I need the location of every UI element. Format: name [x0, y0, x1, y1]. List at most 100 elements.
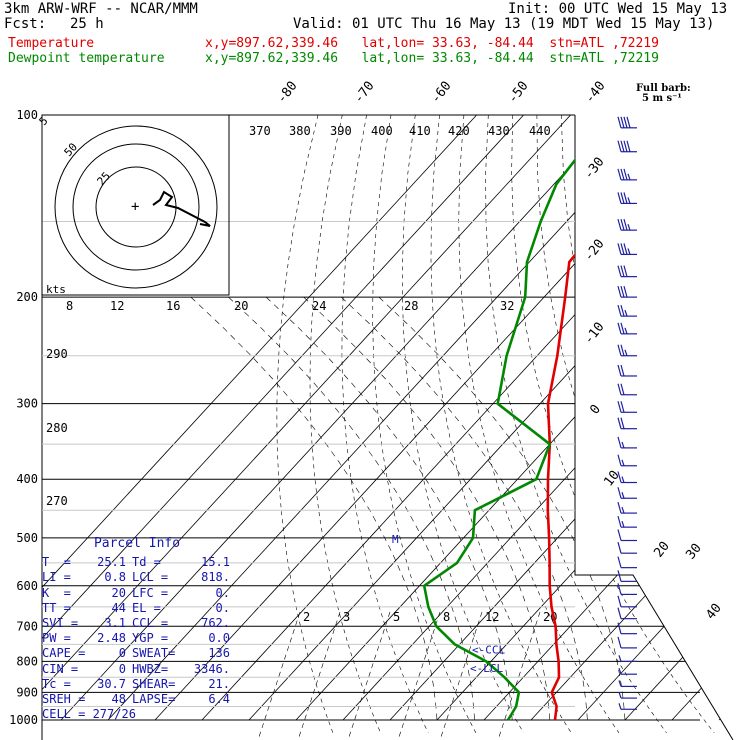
barb-half-tick	[621, 459, 625, 466]
wind-barb	[617, 383, 637, 396]
wind-barb	[618, 680, 637, 688]
wind-barb	[618, 691, 637, 699]
parcel-value: 0.	[215, 600, 230, 615]
model-title: 3km ARW-WRF -- NCAR/MMM	[4, 1, 198, 17]
isobars	[41, 114, 734, 740]
barb-half-tick	[627, 197, 631, 204]
dewpoint-location: x,y=897.62,339.46 lat,lon= 33.63, -84.44…	[205, 51, 659, 66]
parcel-row: CAPE = 0 SWEAT= 136	[42, 646, 232, 661]
parcel-value: 0.0	[208, 631, 230, 646]
barb-half-tick	[621, 492, 625, 499]
hodo-y-tick: 410	[409, 124, 431, 138]
barb-full-tick	[620, 192, 625, 204]
dry-adiabat	[372, 115, 477, 733]
barb-half-tick	[621, 476, 625, 483]
barb-full-tick	[623, 168, 628, 181]
parcel-key: EL =	[132, 600, 161, 615]
wind-barb	[617, 322, 637, 335]
barb-full-tick	[617, 304, 622, 317]
isotherm-label: -50	[505, 79, 531, 107]
parcel-key: Tc =	[42, 676, 71, 691]
barb-full-tick	[620, 322, 625, 335]
barb-half-tick	[618, 667, 622, 675]
hodo-x-tick: 12	[110, 299, 124, 313]
wind-barb	[617, 265, 637, 278]
isotherm-line	[42, 115, 477, 721]
wind-barb	[617, 436, 637, 449]
parcel-row: K = 20 LFC = 0.	[42, 586, 232, 601]
parcel-value: 3.1	[104, 616, 126, 631]
ccl-annotation: <-CCL	[472, 644, 505, 657]
barb-full-tick	[620, 364, 625, 377]
isotherm-line	[295, 115, 733, 721]
parcel-key: LFC =	[132, 585, 169, 600]
fcst-value: 25 h	[70, 16, 104, 32]
parcel-key: CIN =	[42, 661, 79, 676]
wind-barb	[617, 583, 637, 595]
mixing-ratio-label: 2	[303, 610, 310, 624]
dry-adiabat	[341, 115, 429, 733]
barb-full-tick	[617, 570, 622, 582]
pressure-label: 300	[16, 397, 38, 411]
barb-half-tick	[618, 655, 622, 662]
parcel-value: 0	[118, 646, 126, 661]
mixing-ratio-line	[397, 611, 441, 740]
barb-full-tick	[617, 487, 622, 499]
hodograph-frame	[41, 114, 230, 296]
init-time: Init: 00 UTC Wed 15 May 13	[508, 1, 728, 17]
dry-adiabat	[485, 115, 667, 733]
pressure-label: 200	[16, 290, 38, 304]
parcel-cell: CELL = 277/26	[42, 707, 136, 722]
barb-full-tick	[617, 622, 622, 634]
dry-adiabat	[658, 115, 733, 734]
parcel-row: PW = 2.48 YGP = 0.0	[42, 631, 232, 646]
mixing-ratio-label: 5	[393, 610, 400, 624]
pressure-label: 600	[16, 579, 38, 593]
barb-full-tick	[620, 116, 625, 128]
dry-adiabat	[633, 115, 733, 734]
hodograph-center: +	[131, 199, 139, 215]
wind-barb	[617, 218, 637, 231]
isotherm-line	[342, 115, 733, 721]
parcel-key: LCL =	[132, 570, 169, 585]
barb-full-tick	[617, 140, 622, 152]
barb-full-tick	[617, 436, 622, 449]
theta-label: 290	[46, 347, 68, 361]
hodo-y-tick: 390	[330, 124, 352, 138]
parcel-key: LI =	[42, 570, 71, 585]
barb-full-tick	[623, 116, 628, 128]
mixing-ratio-line	[347, 611, 391, 740]
wind-barb	[617, 622, 637, 635]
isotherm-line	[577, 115, 733, 721]
parcel-row: CIN = 0 HWBZ= 3346.	[42, 662, 232, 677]
lcl-annotation: <-LCL	[470, 662, 503, 675]
hodograph-unit: kts	[46, 283, 66, 296]
barb-full-tick	[617, 322, 622, 335]
parcel-value: 6.4	[208, 692, 230, 707]
pressure-label: 800	[16, 654, 38, 668]
parcel-value: 48	[111, 692, 126, 707]
hodograph-ring-label: 25	[95, 169, 114, 188]
isotherm-label: -30	[581, 155, 607, 183]
isotherm-label: -60	[428, 79, 454, 107]
isotherm-line	[389, 115, 733, 721]
wind-barb	[617, 471, 637, 484]
hodo-x-tick: 24	[312, 299, 326, 313]
isotherm-label: -40	[582, 79, 608, 107]
barb-half-tick	[618, 703, 622, 710]
wind-barb	[617, 487, 637, 499]
theta-label: 280	[46, 421, 68, 435]
parcel-key: PW =	[42, 631, 71, 646]
wind-barb	[617, 570, 637, 582]
wind-barb	[617, 515, 637, 528]
hodo-x-tick: 32	[500, 299, 514, 313]
barb-full-tick	[620, 168, 625, 181]
barb-full-tick	[617, 501, 622, 514]
isotherm-line	[436, 115, 733, 721]
parcel-key: SWEAT=	[132, 646, 176, 661]
barb-full-tick	[617, 116, 622, 128]
hodo-y-tick: 380	[289, 124, 311, 138]
parcel-value: 0.8	[104, 570, 126, 585]
isotherm-line	[671, 115, 733, 721]
barb-full-tick	[617, 607, 622, 619]
